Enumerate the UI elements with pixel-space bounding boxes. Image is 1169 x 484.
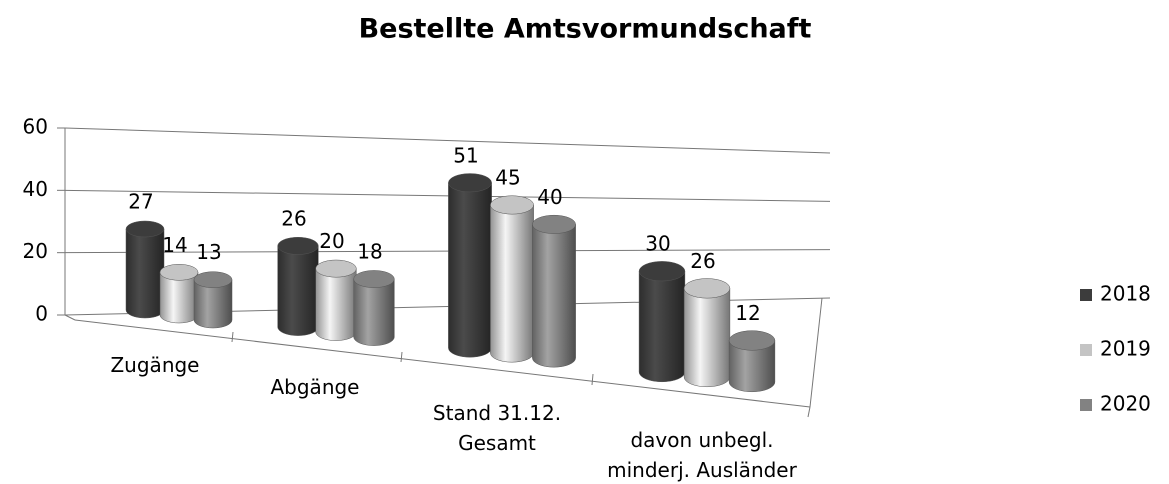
- y-tick-label: 20: [23, 239, 48, 263]
- value-label: 40: [537, 185, 562, 209]
- tick: [231, 331, 234, 343]
- tick: [400, 351, 403, 363]
- tick: [807, 406, 811, 418]
- bar: [728, 340, 776, 393]
- value-label: 18: [357, 240, 382, 264]
- bar: [448, 182, 492, 358]
- value-label: 45: [495, 165, 520, 189]
- grid-line: [64, 189, 831, 202]
- bar: [683, 288, 731, 388]
- value-label: 14: [162, 233, 187, 257]
- grid-line: [64, 127, 831, 154]
- y-tick-label: 40: [23, 177, 48, 201]
- bar: [353, 278, 395, 346]
- legend-swatch: [1080, 289, 1092, 301]
- tick: [591, 373, 594, 386]
- floor-front: [74, 319, 811, 408]
- value-label: 13: [196, 240, 221, 264]
- value-label: 30: [645, 232, 670, 256]
- bar-top: [683, 278, 731, 299]
- value-label: 26: [690, 249, 715, 273]
- value-label: 51: [453, 143, 478, 167]
- legend-swatch: [1080, 399, 1092, 411]
- x-tick-label: Abgänge: [270, 375, 360, 399]
- value-label: 27: [128, 190, 153, 214]
- bar-top: [448, 173, 492, 193]
- bar-top: [638, 261, 686, 282]
- legend-label: 2020: [1100, 392, 1151, 416]
- floor-side: [64, 314, 76, 321]
- bar: [125, 228, 165, 319]
- bar-top: [532, 214, 576, 234]
- bar-top: [728, 330, 776, 351]
- y-tick-label: 0: [35, 302, 48, 326]
- legend-swatch: [1080, 344, 1092, 356]
- x-tick-label: Stand 31.12. Gesamt: [432, 401, 562, 455]
- value-label: 26: [281, 206, 306, 230]
- bar: [532, 224, 576, 368]
- value-label: 20: [319, 229, 344, 253]
- bar: [490, 204, 534, 363]
- bar-top: [125, 220, 165, 238]
- bar: [638, 270, 686, 383]
- bar: [315, 268, 357, 341]
- x-tick-label: Zugänge: [110, 353, 200, 377]
- grid-line: [64, 249, 831, 254]
- chart-title: Bestellte Amtsvormundschaft: [359, 14, 812, 45]
- bar-top: [159, 264, 199, 281]
- bar: [193, 279, 233, 329]
- legend-label: 2018: [1100, 282, 1151, 306]
- value-label: 12: [735, 301, 760, 325]
- legend-label: 2019: [1100, 337, 1151, 361]
- bar: [277, 245, 319, 336]
- bar-top: [353, 270, 395, 288]
- bar-top: [315, 259, 357, 278]
- floor-right: [809, 297, 823, 408]
- bar-top: [193, 271, 233, 288]
- x-tick-label: davon unbegl. minderj. Ausländer: [607, 428, 797, 482]
- bar-top: [277, 237, 319, 255]
- bar-top: [490, 195, 534, 215]
- y-tick-label: 60: [23, 115, 48, 139]
